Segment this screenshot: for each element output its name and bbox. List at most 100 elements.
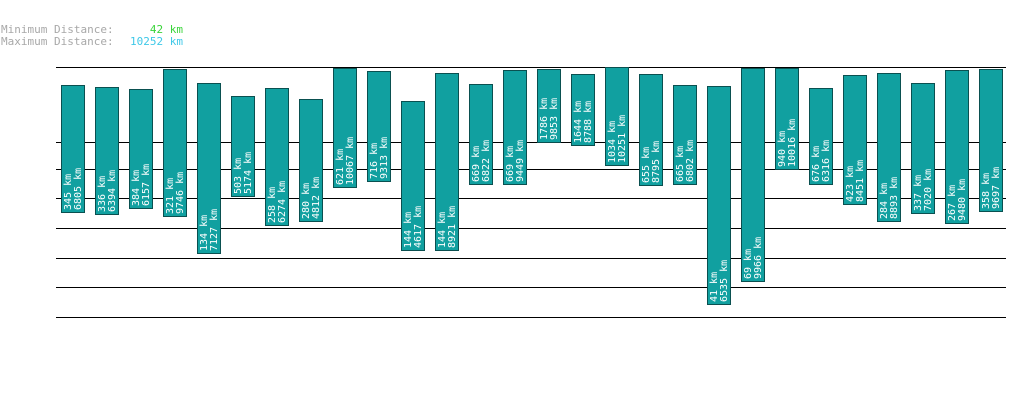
range-bar-group: 655 km 8795 km	[639, 74, 663, 186]
max-distance-label: 9449 km	[515, 140, 526, 182]
min-distance-label: 41 km	[709, 272, 720, 302]
range-bar-group: 676 km 6316 km	[809, 88, 833, 185]
min-distance-label: 665 km	[675, 146, 686, 182]
range-bar	[911, 83, 935, 214]
range-bar	[265, 88, 289, 226]
max-distance-label: 9697 km	[991, 167, 1002, 209]
range-bar-group: 337 km 7020 km	[911, 83, 935, 214]
max-distance-label: 6802 km	[685, 140, 696, 182]
min-distance-label: 384 km	[131, 170, 142, 206]
range-bar-group: 503 km 5174 km	[231, 96, 255, 197]
range-bar	[571, 74, 595, 146]
max-distance-label: 9853 km	[549, 98, 560, 140]
min-distance-label: 621 km	[335, 149, 346, 185]
range-bar-group: 669 km 9449 km	[503, 70, 527, 185]
bar-group: 345 km 6805 km 336 km 6394 km 384 km 6157 km 3…	[61, 67, 1003, 305]
range-bar-group: 258 km 6274 km	[265, 88, 289, 226]
max-distance-label: 6394 km	[107, 170, 118, 212]
range-bar	[95, 87, 119, 215]
max-distance-label: 6822 km	[481, 140, 492, 182]
range-bar	[877, 73, 901, 222]
minimum-distance-row: Minimum Distance: 42 km	[1, 24, 183, 36]
range-bar-group: 336 km 6394 km	[95, 87, 119, 215]
minimum-distance-value: 42 km	[149, 23, 183, 36]
range-bar-group: 1644 km 8788 km	[571, 74, 595, 146]
range-bar	[809, 88, 833, 185]
min-distance-label: 337 km	[913, 175, 924, 211]
range-bar	[979, 69, 1003, 212]
range-bar	[401, 101, 425, 251]
max-distance-label: 6316 km	[821, 140, 832, 182]
range-bar-group: 665 km 6802 km	[673, 85, 697, 185]
min-distance-label: 144 km	[403, 212, 414, 248]
range-bar	[673, 85, 697, 185]
min-distance-label: 69 km	[743, 249, 754, 279]
range-bar	[197, 83, 221, 254]
max-distance-label: 6805 km	[73, 168, 84, 210]
max-distance-label: 9313 km	[379, 137, 390, 179]
range-bar-group: 134 km 7127 km	[197, 83, 221, 254]
max-distance-label: 6274 km	[277, 181, 288, 223]
range-bar	[605, 67, 629, 166]
min-distance-label: 676 km	[811, 146, 822, 182]
max-distance-label: 9480 km	[957, 179, 968, 221]
max-distance-label: 10016 km	[787, 119, 798, 167]
range-bar	[843, 75, 867, 205]
min-distance-label: 258 km	[267, 187, 278, 223]
range-bar-group: 1034 km 10251 km	[605, 67, 629, 166]
range-bar-group: 280 km 4812 km	[299, 99, 323, 222]
range-bar	[367, 71, 391, 182]
range-bar-group: 716 km 9313 km	[367, 71, 391, 182]
min-distance-label: 669 km	[505, 146, 516, 182]
range-bar-group: 345 km 6805 km	[61, 85, 85, 213]
range-bar	[537, 69, 561, 143]
min-distance-label: 144 km	[437, 212, 448, 248]
max-distance-label: 8451 km	[855, 160, 866, 202]
max-distance-label: 6535 km	[719, 260, 730, 302]
max-distance-label: 6157 km	[141, 164, 152, 206]
max-distance-label: 7020 km	[923, 169, 934, 211]
range-bar	[707, 86, 731, 305]
range-bar-group: 1786 km 9853 km	[537, 69, 561, 143]
min-distance-label: 655 km	[641, 147, 652, 183]
min-distance-label: 423 km	[845, 166, 856, 202]
range-bar-group: 621 km 10067 km	[333, 68, 357, 188]
max-distance-label: 4812 km	[311, 177, 322, 219]
range-bar-group: 144 km 4617 km	[401, 101, 425, 251]
min-distance-label: 1786 km	[539, 98, 550, 140]
max-distance-label: 9746 km	[175, 172, 186, 214]
max-distance-label: 7127 km	[209, 209, 220, 251]
range-bar	[945, 70, 969, 224]
min-distance-label: 134 km	[199, 215, 210, 251]
min-distance-label: 1034 km	[607, 121, 618, 163]
range-bar-group: 940 km 10016 km	[775, 68, 799, 170]
minimum-distance-label: Minimum Distance:	[1, 23, 114, 36]
range-bar	[435, 73, 459, 251]
min-distance-label: 940 km	[777, 131, 788, 167]
min-distance-label: 503 km	[233, 158, 244, 194]
maximum-distance-row: Maximum Distance: 10252 km	[1, 36, 183, 48]
max-distance-label: 8795 km	[651, 141, 662, 183]
min-distance-label: 716 km	[369, 143, 380, 179]
range-bar-group: 144 km 8921 km	[435, 73, 459, 251]
range-bar	[163, 69, 187, 217]
range-bar-group: 41 km 6535 km	[707, 86, 731, 305]
range-bar-group: 669 km 6822 km	[469, 84, 493, 185]
range-bar-group: 284 km 8893 km	[877, 73, 901, 222]
max-distance-label: 5174 km	[243, 152, 254, 194]
range-bar	[61, 85, 85, 213]
range-bar-group: 321 km 9746 km	[163, 69, 187, 217]
range-bar-group: 267 km 9480 km	[945, 70, 969, 224]
maximum-distance-value: 10252 km	[130, 35, 183, 48]
max-distance-label: 8893 km	[889, 177, 900, 219]
max-distance-label: 10067 km	[345, 137, 356, 185]
min-distance-label: 284 km	[879, 183, 890, 219]
range-bar	[333, 68, 357, 188]
max-distance-label: 8788 km	[583, 101, 594, 143]
maximum-distance-label: Maximum Distance:	[1, 35, 114, 48]
min-distance-label: 345 km	[63, 174, 74, 210]
range-bar-group: 358 km 9697 km	[979, 69, 1003, 212]
distance-summary: Minimum Distance: 42 km Maximum Distance:…	[1, 24, 183, 48]
range-bar	[231, 96, 255, 197]
range-bar	[639, 74, 663, 186]
